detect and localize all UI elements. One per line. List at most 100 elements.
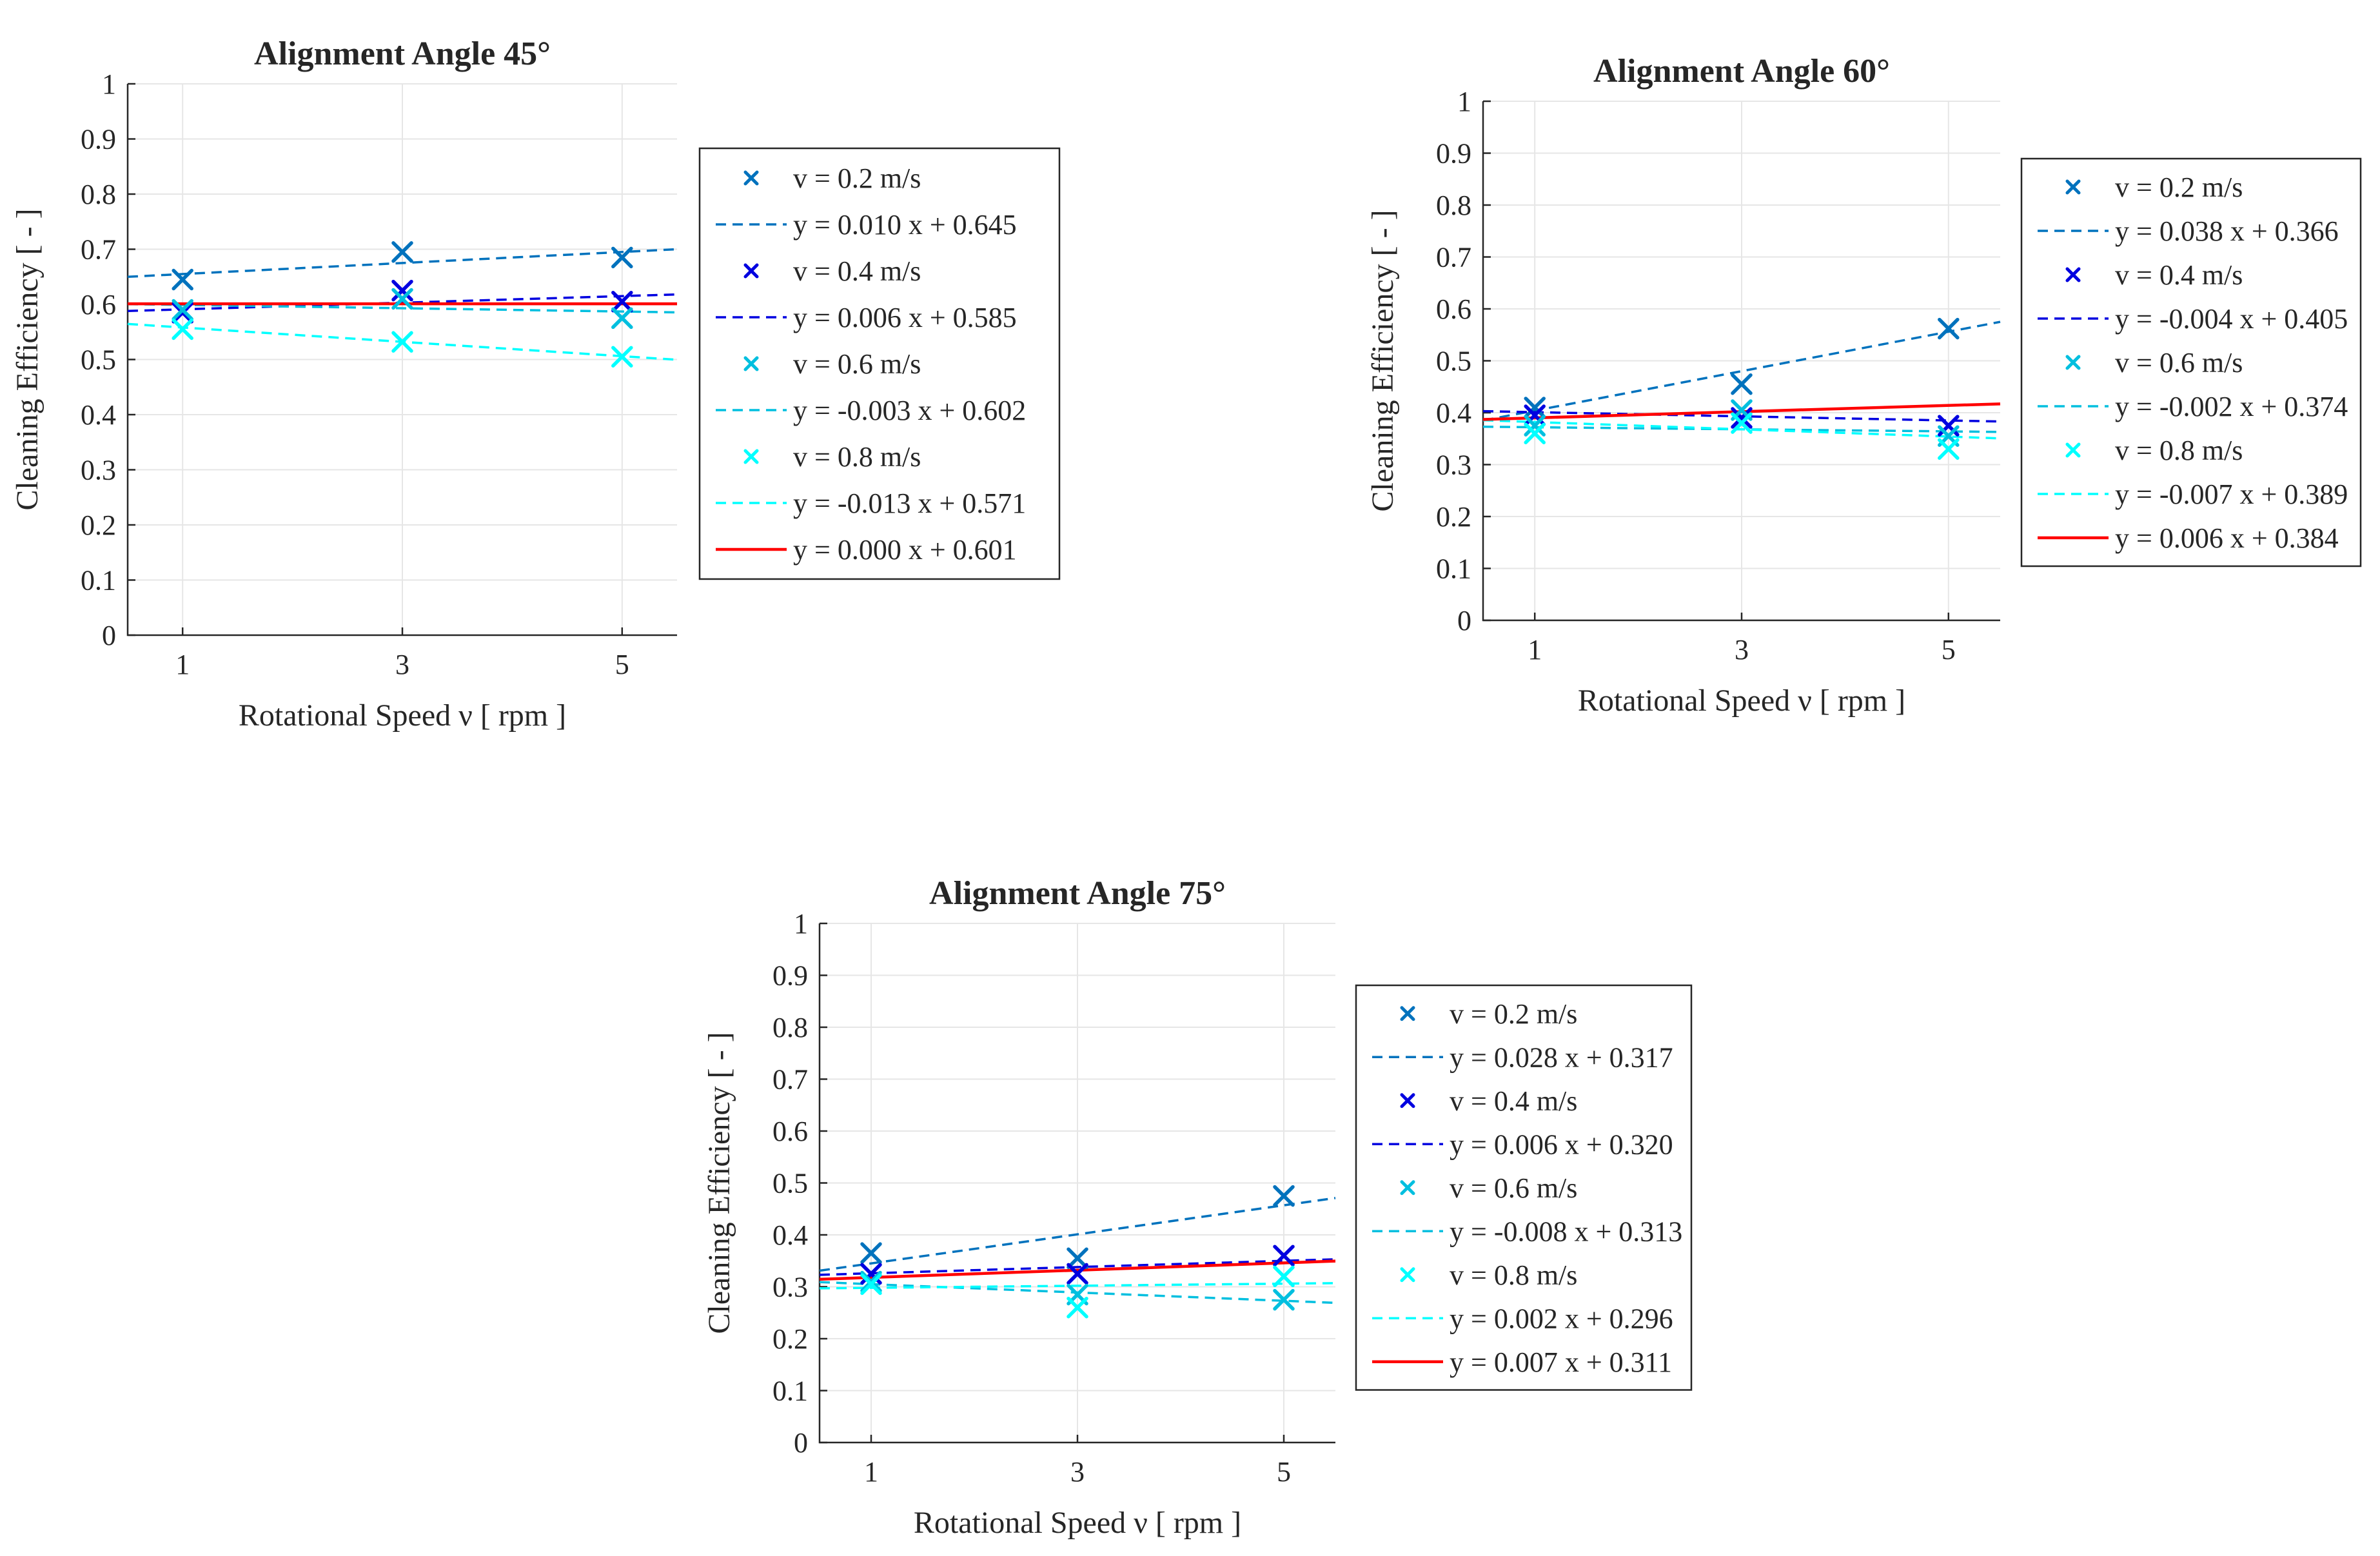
legend-label: y = -0.008 x + 0.313 xyxy=(1450,1216,1682,1247)
legend-marker-symbol xyxy=(2065,442,2081,458)
fit-line-series-1 xyxy=(819,1197,1336,1272)
y-tick-label: 0.6 xyxy=(81,289,116,320)
legend: v = 0.2 m/s y = 0.038 x + 0.366 v = 0.4 m/… xyxy=(2020,157,2362,567)
legend-marker-symbol xyxy=(743,170,759,186)
fit-line-series-3 xyxy=(127,302,678,314)
data-point-series-1 xyxy=(391,241,413,263)
legend-box xyxy=(1355,984,1693,1391)
legend-label: v = 0.6 m/s xyxy=(1450,1172,1577,1204)
x-tick-label: 5 xyxy=(1942,634,1956,665)
y-tick-label: 0.9 xyxy=(772,960,808,992)
x-tick-label: 5 xyxy=(1277,1456,1291,1488)
legend-marker-symbol xyxy=(2065,355,2081,370)
fit-line-series-1 xyxy=(1482,320,2001,422)
y-tick-label: 0.9 xyxy=(81,124,116,155)
data-point-series-2 xyxy=(1067,1263,1088,1285)
data-point-series-1 xyxy=(860,1242,882,1264)
y-tick-label: 0.3 xyxy=(1436,449,1471,481)
y-tick-label: 0.9 xyxy=(1436,138,1471,170)
data-point-series-4 xyxy=(1273,1265,1295,1288)
data-point-series-1 xyxy=(1731,373,1753,395)
data-point-series-3 xyxy=(860,1270,882,1293)
y-tick-label: 0.4 xyxy=(1436,397,1471,429)
y-tick-label: 0.4 xyxy=(772,1219,808,1251)
y-tick-label: 0.6 xyxy=(1436,293,1471,325)
legend-marker-symbol xyxy=(1400,1093,1415,1108)
y-tick-label: 0 xyxy=(1457,605,1471,636)
y-tick-label: 0.3 xyxy=(772,1272,808,1303)
y-tick-label: 0 xyxy=(794,1427,808,1459)
y-tick-label: 0.5 xyxy=(1436,346,1471,377)
x-tick-label: 1 xyxy=(1528,634,1542,665)
legend-box xyxy=(2020,157,2362,567)
legend-label: y = -0.004 x + 0.405 xyxy=(2115,303,2348,335)
legend-marker-symbol xyxy=(743,449,759,464)
chart-title: Alignment Angle 60° xyxy=(1593,53,1890,90)
data-point-series-1 xyxy=(1273,1185,1295,1207)
y-axis-label: Cleaning Efficiency [ - ] xyxy=(1366,210,1400,511)
legend-label: v = 0.8 m/s xyxy=(1450,1259,1577,1291)
legend-label: y = 0.002 x + 0.296 xyxy=(1450,1303,1673,1334)
chart-panel-2: 0 0.1 0.2 0.3 0.4 0.5 0.6 0.7 0.8 0.9 1 1 3 5 Alignmen… xyxy=(1366,53,2362,718)
y-tick-label: 0.2 xyxy=(772,1323,808,1355)
y-tick-label: 1 xyxy=(102,68,116,100)
legend-label: y = 0.007 x + 0.311 xyxy=(1450,1346,1672,1378)
legend-label: y = 0.006 x + 0.585 xyxy=(793,302,1017,333)
chart-panel-3: 0 0.1 0.2 0.3 0.4 0.5 0.6 0.7 0.8 0.9 1 1 3 5 Alignmen… xyxy=(702,875,1693,1540)
y-tick-label: 0.7 xyxy=(81,234,116,266)
y-tick-label: 0.1 xyxy=(81,565,116,596)
legend-label: v = 0.6 m/s xyxy=(2115,347,2243,379)
legend-label: v = 0.2 m/s xyxy=(1450,998,1577,1030)
data-point-series-3 xyxy=(611,307,633,330)
y-tick-label: 0.2 xyxy=(1436,501,1471,533)
legend-marker-symbol xyxy=(1400,1180,1415,1196)
chart-title: Alignment Angle 75° xyxy=(929,875,1226,912)
legend-label: y = 0.000 x + 0.601 xyxy=(793,534,1017,566)
x-tick-label: 1 xyxy=(175,649,190,680)
data-point-series-4 xyxy=(391,331,413,353)
y-tick-label: 0 xyxy=(102,620,116,651)
y-tick-label: 0.8 xyxy=(772,1012,808,1043)
chart-title: Alignment Angle 45° xyxy=(254,35,551,72)
data-point-series-3 xyxy=(172,299,193,321)
data-point-series-2 xyxy=(611,290,633,313)
fit-line-series-4 xyxy=(1482,419,2001,440)
x-tick-label: 3 xyxy=(395,649,409,680)
chart-panel-1: 0 0.1 0.2 0.3 0.4 0.5 0.6 0.7 0.8 0.9 1 1 3 5 Alignmen… xyxy=(10,35,1061,733)
legend-box xyxy=(698,147,1061,580)
data-point-series-1 xyxy=(1067,1247,1088,1269)
data-point-series-3 xyxy=(391,288,413,310)
y-tick-label: 0.4 xyxy=(81,399,116,431)
y-tick-label: 1 xyxy=(794,908,808,940)
legend-label: y = -0.003 x + 0.602 xyxy=(793,395,1026,426)
data-point-series-2 xyxy=(1273,1245,1295,1266)
legend-label: y = 0.006 x + 0.384 xyxy=(2115,522,2339,554)
legend: v = 0.2 m/s y = 0.028 x + 0.317 v = 0.4 m/… xyxy=(1355,984,1693,1391)
legend-label: y = 0.028 x + 0.317 xyxy=(1450,1041,1673,1073)
y-tick-label: 1 xyxy=(1457,86,1471,117)
x-axis-label: Rotational Speed ν [ rpm ] xyxy=(239,698,566,733)
data-point-series-4 xyxy=(860,1273,882,1295)
legend-label: y = 0.038 x + 0.366 xyxy=(2115,215,2339,247)
legend-label: v = 0.2 m/s xyxy=(2115,172,2243,203)
y-tick-label: 0.1 xyxy=(772,1375,808,1407)
fit-line-series-4 xyxy=(819,1282,1336,1290)
data-point-series-3 xyxy=(1524,415,1546,437)
legend-label: y = -0.002 x + 0.374 xyxy=(2115,391,2348,422)
legend-label: y = 0.006 x + 0.320 xyxy=(1450,1128,1673,1160)
data-point-series-4 xyxy=(172,318,193,340)
legend-marker-symbol xyxy=(1400,1267,1415,1283)
x-axis-label: Rotational Speed ν [ rpm ] xyxy=(914,1506,1241,1540)
legend-marker-symbol xyxy=(2065,267,2081,282)
data-point-series-3 xyxy=(1273,1288,1295,1311)
data-point-series-4 xyxy=(1524,422,1546,444)
fit-line-series-2 xyxy=(819,1258,1336,1276)
y-tick-label: 0.2 xyxy=(81,509,116,541)
y-tick-label: 0.5 xyxy=(772,1168,808,1199)
x-tick-label: 3 xyxy=(1070,1456,1085,1488)
data-point-series-4 xyxy=(1731,412,1753,434)
legend-label: y = -0.013 x + 0.571 xyxy=(793,487,1026,519)
legend: v = 0.2 m/s y = 0.010 x + 0.645 v = 0.4 m/… xyxy=(698,147,1061,580)
y-tick-label: 0.7 xyxy=(772,1064,808,1096)
